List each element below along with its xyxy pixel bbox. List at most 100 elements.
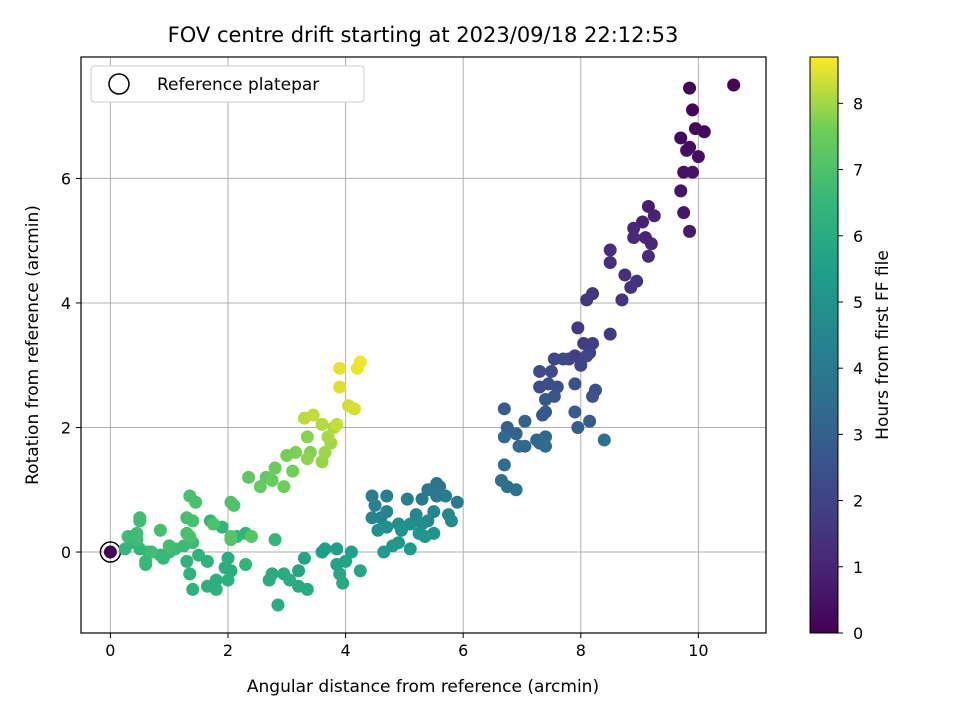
data-point	[674, 131, 688, 145]
data-point	[321, 430, 335, 444]
data-point	[186, 582, 200, 596]
data-point	[300, 452, 314, 466]
data-point	[691, 150, 705, 164]
data-point	[239, 558, 253, 572]
reference-point	[103, 545, 117, 559]
x-tick-label: 8	[576, 641, 586, 660]
data-point	[271, 598, 285, 612]
data-point	[418, 529, 432, 543]
data-point	[683, 81, 697, 95]
data-point	[615, 293, 629, 307]
x-axis-ticks: 0 2 4 6 8 10	[105, 633, 709, 660]
data-point	[509, 483, 523, 497]
data-point	[189, 495, 203, 509]
data-point	[624, 280, 638, 294]
data-point	[568, 405, 582, 419]
data-point	[686, 103, 700, 117]
data-point	[245, 529, 259, 543]
legend-label: Reference platepar	[157, 75, 319, 95]
data-point	[574, 358, 588, 372]
data-point	[580, 349, 594, 363]
data-point	[262, 573, 276, 587]
grid-lines	[81, 57, 766, 633]
data-point	[568, 377, 582, 391]
y-tick-label: 4	[61, 294, 71, 313]
data-point	[227, 498, 241, 512]
data-point	[627, 231, 641, 245]
data-point	[544, 364, 558, 378]
x-tick-label: 2	[223, 641, 233, 660]
data-point	[444, 514, 458, 528]
colorbar-tick-label: 3	[853, 425, 863, 444]
data-point	[677, 206, 691, 220]
data-point	[292, 564, 306, 578]
data-point	[439, 489, 453, 503]
data-point	[353, 564, 367, 578]
data-point	[603, 243, 617, 257]
x-tick-label: 4	[340, 641, 350, 660]
data-point	[583, 414, 597, 428]
data-point	[347, 402, 361, 416]
data-point	[571, 421, 585, 435]
data-point	[200, 554, 214, 568]
data-point	[403, 542, 417, 556]
data-point	[533, 364, 547, 378]
data-point	[539, 439, 553, 453]
data-point	[394, 523, 408, 537]
data-point	[509, 427, 523, 441]
data-point	[518, 414, 532, 428]
data-point	[415, 492, 429, 506]
colorbar-tick-label: 0	[853, 624, 863, 643]
y-tick-label: 2	[61, 419, 71, 438]
legend-marker	[108, 73, 130, 95]
y-tick-label: 6	[61, 169, 71, 188]
data-point	[597, 433, 611, 447]
y-axis-label: Rotation from reference (arcmin)	[23, 205, 43, 485]
data-point	[297, 551, 311, 565]
data-point	[283, 573, 297, 587]
data-point	[209, 582, 223, 596]
data-point	[253, 480, 267, 494]
data-point	[497, 458, 511, 472]
data-point	[300, 582, 314, 596]
data-point	[145, 545, 159, 559]
data-point	[315, 545, 329, 559]
data-point	[618, 268, 632, 282]
data-point	[377, 545, 391, 559]
x-tick-label: 10	[688, 641, 708, 660]
data-point	[315, 417, 329, 431]
data-point	[512, 439, 526, 453]
data-point	[450, 495, 464, 509]
data-point	[353, 355, 367, 369]
colorbar: 0 1 2 3 4 5 6 7 8 Hours from first FF file	[809, 56, 893, 643]
data-point	[265, 473, 279, 487]
data-point	[603, 255, 617, 269]
data-point	[206, 517, 220, 531]
y-axis-ticks: 0 2 4 6	[61, 169, 81, 562]
data-point	[162, 539, 176, 553]
colorbar-tick-label: 2	[853, 492, 863, 511]
legend-box	[90, 65, 365, 103]
colorbar-tick-label: 1	[853, 558, 863, 577]
data-point	[571, 321, 585, 335]
data-point	[183, 567, 197, 581]
data-point	[286, 464, 300, 478]
data-point	[627, 221, 641, 235]
data-point	[336, 576, 350, 590]
data-point	[556, 352, 570, 366]
chart-title: FOV centre drift starting at 2023/09/18 …	[168, 23, 679, 47]
data-point	[221, 573, 235, 587]
legend: Reference platepar	[90, 65, 365, 103]
data-point	[644, 237, 658, 251]
data-point	[409, 508, 423, 522]
data-point	[727, 78, 741, 92]
colorbar-ticks: 0 1 2 3 4 5 6 7 8	[838, 94, 863, 643]
plot-frame	[80, 56, 767, 634]
data-point	[333, 361, 347, 375]
data-point	[224, 533, 238, 547]
data-point	[497, 430, 511, 444]
data-point	[268, 533, 282, 547]
data-point	[497, 402, 511, 416]
x-tick-label: 6	[458, 641, 468, 660]
